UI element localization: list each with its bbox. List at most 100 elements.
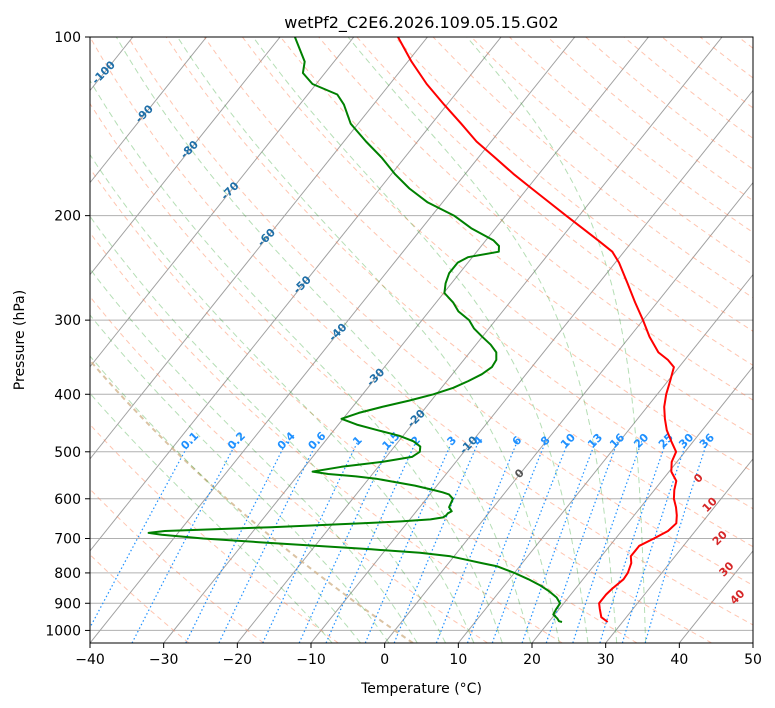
y-tick-label: 100 (54, 30, 81, 46)
moist-adiabat-line (90, 79, 503, 643)
mixing-ratio-line (298, 441, 393, 643)
dry-adiabat-line (90, 37, 753, 626)
y-tick-label: 900 (54, 596, 81, 612)
y-axis: 100 200 300 400 500 600 700 800 900 1000 (45, 30, 90, 639)
mixing-ratio-label: 0.2 (225, 429, 248, 452)
mixing-ratio-line (644, 441, 708, 643)
isotherm-line (0, 37, 59, 643)
mixing-ratio-label: 13 (585, 431, 605, 451)
dry-adiabat-line (90, 102, 712, 643)
dry-adiabat-line (90, 167, 638, 643)
y-tick-label: 800 (54, 566, 81, 582)
dry-adiabat-line (547, 37, 753, 202)
dry-adiabat-line (90, 358, 414, 643)
moist-adiabat-label: 40 (727, 587, 747, 607)
isotherm-line (90, 37, 576, 643)
chart-title: wetPf2_C2E6.2026.109.05.15.G02 (284, 13, 558, 33)
moist-adiabat-label: 10 (700, 495, 720, 515)
x-tick-label: 30 (597, 652, 615, 668)
x-tick-label: −10 (296, 652, 326, 668)
mixing-ratio-line (599, 441, 667, 643)
moist-adiabat-label: 0 (691, 471, 706, 486)
isotherm-label: -80 (178, 138, 201, 161)
y-axis-label: Pressure (hPa) (12, 290, 28, 390)
mixing-ratio-line (621, 441, 688, 643)
mixing-ratio-label: 30 (676, 431, 696, 451)
mixing-ratio-label: 0.4 (275, 429, 298, 452)
mixing-ratio-label: 6 (510, 433, 525, 448)
mixing-ratio-line (521, 441, 597, 643)
isotherm-line (90, 37, 502, 552)
moist-adiabat-line (466, 37, 647, 643)
dry-adiabat-line (394, 37, 753, 332)
moist-adiabat-line (90, 268, 418, 643)
isotherm-label: -70 (218, 179, 241, 202)
isotherm-line (678, 550, 753, 643)
x-tick-label: 40 (670, 652, 688, 668)
dry-adiabat-line (280, 37, 753, 437)
x-axis: −40 −30 −20 −10 0 10 20 30 40 50 (75, 643, 762, 668)
moist-adiabat-line (90, 215, 447, 643)
y-tick-label: 500 (54, 445, 81, 461)
mixing-ratio-line (393, 441, 480, 643)
mixing-ratio-line (466, 441, 547, 643)
dry-adiabat-line (203, 37, 753, 510)
x-tick-label: −40 (75, 652, 105, 668)
sounding-series (147, 37, 678, 623)
plot-frame (89, 36, 754, 644)
moist-adiabat-label: 20 (710, 528, 730, 548)
moist-adiabat-label: 30 (717, 559, 737, 579)
isotherm-line (90, 37, 428, 460)
isotherm-label: -60 (255, 226, 278, 249)
isotherm-line (90, 37, 355, 368)
mixing-ratio-line (325, 441, 417, 643)
isotherm-line (384, 181, 753, 643)
isotherm-line (310, 89, 753, 643)
isotherm-label: -90 (133, 102, 156, 125)
mixing-ratio-line (90, 441, 191, 629)
moist-adiabat-line (115, 37, 532, 643)
mixing-ratio-label: 0.6 (306, 429, 329, 452)
dewpoint-line (147, 37, 563, 623)
isotherm-line (531, 365, 753, 643)
dry-adiabat-line (699, 37, 753, 79)
x-tick-label: 10 (449, 652, 467, 668)
y-tick-label: 400 (54, 387, 81, 403)
mixing-ratio-line (185, 441, 288, 643)
x-tick-label: 20 (523, 652, 541, 668)
y-tick-label: 200 (54, 209, 81, 225)
dry-adiabat-line (90, 231, 563, 643)
mixing-ratio-label: 1 (350, 434, 365, 449)
chart-grid (0, 37, 753, 643)
isotherm-label: -100 (89, 58, 118, 87)
isotherm-line (90, 37, 207, 184)
isotherm-line (90, 37, 281, 276)
dry-adiabat-line (737, 37, 753, 49)
x-tick-label: −20 (223, 652, 253, 668)
dry-adiabat-line (90, 553, 190, 643)
dry-adiabat-line (90, 423, 339, 643)
y-tick-label: 600 (54, 492, 81, 508)
mixing-ratio-line (131, 441, 238, 643)
isotherm-line (605, 458, 753, 643)
dry-adiabat-line (585, 37, 753, 170)
dry-adiabat-line (90, 295, 488, 643)
mixing-ratio-line (545, 441, 619, 643)
isotherm-label: -40 (326, 320, 349, 343)
isotherm-line (457, 273, 753, 643)
moist-adiabat-line (90, 314, 390, 643)
isotherm-line (752, 642, 753, 643)
isotherm-label: -30 (364, 365, 387, 388)
mixing-ratio-line (364, 441, 453, 643)
x-tick-label: −30 (149, 652, 179, 668)
mixing-ratio-label: 10 (558, 431, 578, 451)
x-axis-label: Temperature (°C) (360, 681, 482, 697)
mixing-ratio-line (218, 441, 318, 643)
x-tick-label: 0 (380, 652, 389, 668)
mixing-ratio-label: 25 (656, 431, 676, 451)
dry-adiabat-line (90, 488, 264, 643)
temperature-line (397, 37, 678, 623)
y-tick-label: 700 (54, 532, 81, 548)
mixing-ratio-label: 0.1 (178, 429, 201, 452)
